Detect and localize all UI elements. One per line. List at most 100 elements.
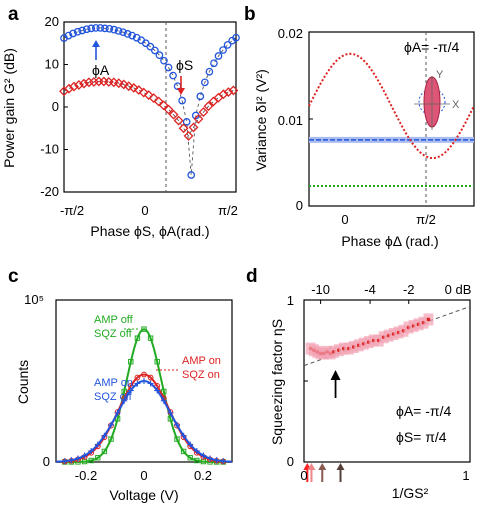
- b-xlabel: Phase ϕΔ (rad.): [341, 233, 438, 249]
- a-series-1-line: [63, 81, 234, 137]
- c-series-2-point: [61, 458, 68, 465]
- a-series-0-point: [210, 59, 218, 68]
- c-xtick-0: -0.2: [75, 468, 97, 483]
- c-series-2-point: [75, 455, 81, 462]
- a-xtick-2: π/2: [218, 203, 238, 218]
- c-series-0-point: [128, 359, 134, 365]
- b-inset-xlabel: X: [452, 99, 460, 111]
- c-series-0-point: [108, 436, 114, 442]
- c-series-0-point: [154, 359, 160, 365]
- a-arrow-red-head: [177, 88, 185, 95]
- a-series-0-point: [69, 29, 77, 38]
- c-series-2-point: [200, 452, 207, 459]
- d-ann-phiA: ϕA= -π/4: [396, 403, 451, 419]
- c-series-2-point: [127, 387, 134, 394]
- d-ylabel: Squeezing factor ηS: [269, 319, 285, 445]
- a-xtick-1: 0: [141, 203, 148, 218]
- c-series-2-point: [167, 409, 174, 416]
- a-series-0-point: [73, 27, 82, 36]
- a-series-0-point: [78, 26, 87, 35]
- d-bottom-arrow-head-3: [336, 463, 345, 470]
- a-ytick-3: 10: [45, 57, 59, 72]
- c-series-0-point: [121, 388, 127, 395]
- c-series-2-point: [114, 409, 121, 416]
- a-series-0-point: [119, 28, 127, 37]
- a-series-1-point: [118, 79, 129, 90]
- a-series-1-point: [223, 87, 234, 98]
- a-ytick-0: -20: [40, 184, 59, 199]
- a-series-0-point: [82, 25, 91, 34]
- c-series-2-point: [174, 421, 180, 428]
- a-series-1-point: [78, 78, 89, 89]
- c-xlabel: Voltage (V): [109, 487, 178, 503]
- a-series-1-point: [193, 113, 204, 124]
- a-series-1-point: [168, 109, 179, 120]
- a-series-1-point: [133, 85, 144, 95]
- c-series-2-point: [88, 448, 95, 455]
- c-series-1-curve: [56, 373, 232, 463]
- d-point: [426, 317, 431, 322]
- a-ann-phiA: ϕA: [92, 62, 110, 78]
- a-series-1-point: [74, 79, 84, 90]
- a-series-1-point: [128, 82, 139, 93]
- a-series-1-point: [183, 130, 194, 141]
- panel-a: a -20 -10 0 10 20 -π/2 0 π/2 Phase ϕS, ϕA(ra…: [1, 4, 240, 239]
- a-series-1-point: [188, 122, 199, 133]
- a-series-0-point: [169, 71, 177, 80]
- a-series-0-point: [232, 33, 240, 42]
- c-series-1-point: [147, 374, 154, 381]
- a-series-0-point: [201, 78, 209, 87]
- a-series-1-point: [173, 115, 184, 126]
- c-series-0-point: [174, 436, 180, 442]
- a-series-0-point: [87, 24, 96, 33]
- d-ytick-0: 0: [287, 454, 294, 469]
- c-series-0-point: [187, 455, 193, 461]
- c-series-2-point: [154, 387, 161, 394]
- c-legend-green-2: SQZ off: [94, 328, 133, 340]
- a-ann-phiS: ϕS: [176, 57, 193, 73]
- c-legend-red-2: SQZ on: [182, 369, 220, 381]
- c-legend-red-1: AMP on: [182, 355, 221, 367]
- a-series-0-point: [196, 92, 205, 101]
- a-series-0-point: [151, 46, 159, 55]
- a-series-1-point: [203, 101, 214, 112]
- c-series-0-curve: [56, 328, 232, 463]
- a-series-0-point: [91, 24, 100, 32]
- panel-d-label: d: [246, 266, 258, 287]
- panel-c: c AMP off SQZ off AMP on SQZ on AMP on S…: [8, 266, 233, 503]
- a-series-1-point: [153, 96, 164, 107]
- panel-b-label: b: [244, 4, 256, 25]
- c-series-0-point: [141, 326, 147, 332]
- a-series-0-point: [182, 118, 191, 126]
- a-series-1-point: [123, 81, 134, 92]
- b-xtick-0: 0: [341, 212, 348, 227]
- b-ytick-1: 0.01: [278, 113, 303, 128]
- a-series-0-point: [205, 67, 214, 76]
- b-ytick-0: 0: [296, 198, 303, 213]
- a-series-0-point: [164, 63, 173, 72]
- c-series-0-point: [101, 448, 108, 455]
- c-series-0-point: [95, 455, 101, 461]
- panel-c-frame: [55, 299, 233, 463]
- c-series-2-point: [213, 457, 220, 464]
- c-series-2-point: [68, 457, 75, 464]
- a-series-0-point: [114, 27, 123, 35]
- a-xtick-0: -π/2: [60, 203, 84, 218]
- a-series-0-point: [101, 24, 109, 33]
- a-series-0-point: [160, 56, 168, 65]
- b-xtick-1: π/2: [416, 212, 436, 227]
- c-series-0-point: [88, 457, 94, 464]
- a-arrow-blue-head: [92, 40, 100, 47]
- a-series-1-point: [148, 93, 159, 103]
- a-series-0-point: [219, 46, 227, 54]
- c-legend-blue-1: AMP on: [94, 377, 133, 389]
- c-series-2-point: [160, 397, 167, 404]
- d-ann-phiS: ϕS= π/4: [396, 429, 447, 445]
- b-inset: Y X: [414, 69, 460, 130]
- c-series-2-point: [141, 378, 147, 384]
- a-ytick-2: 0: [52, 99, 59, 114]
- c-series-0-point: [134, 335, 141, 341]
- d-toptick-0: -10: [311, 282, 330, 297]
- c-series-2-point: [94, 441, 101, 448]
- panel-b-frame: [308, 31, 475, 207]
